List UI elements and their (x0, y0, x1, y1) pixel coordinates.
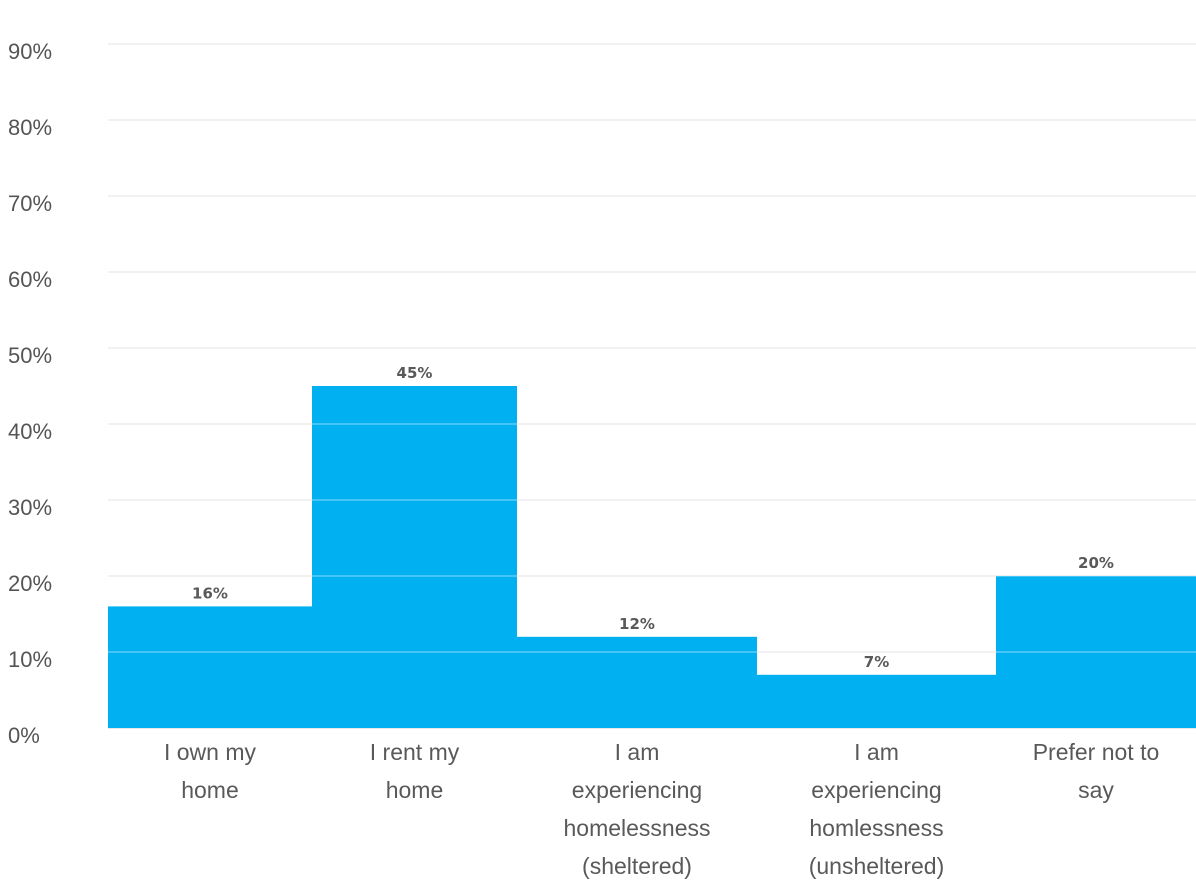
y-tick-label: 0% (8, 723, 40, 748)
bar (757, 674, 996, 728)
data-labels: 16% 45% 12% 7% 20% (192, 364, 1114, 671)
data-label: 12% (619, 615, 655, 633)
x-tick-label: I am experiencing homelessness (sheltered) (563, 739, 710, 879)
y-tick-label: 40% (8, 419, 52, 444)
bar (517, 636, 757, 728)
bars (108, 43, 1196, 728)
data-label: 20% (1078, 554, 1114, 572)
y-tick-label: 20% (8, 571, 52, 596)
x-axis: I own my home I rent my home I am experiencin… (164, 739, 1159, 879)
y-tick-label: 80% (8, 115, 52, 140)
y-axis: 0% 10% 20% 30% 40% 50% 60% 70% 80% 90% (8, 39, 52, 748)
x-tick-label: I rent my home (370, 739, 460, 803)
data-label: 7% (864, 653, 889, 671)
x-tick-label: Prefer not to say (1033, 739, 1160, 803)
y-tick-label: 60% (8, 267, 52, 292)
bar (312, 386, 517, 728)
x-tick-label: I am experiencing homlessness (unsheltered) (809, 739, 945, 879)
y-tick-label: 10% (8, 647, 52, 672)
y-tick-label: 70% (8, 191, 52, 216)
bar (108, 606, 312, 728)
y-tick-label: 50% (8, 343, 52, 368)
y-tick-label: 90% (8, 39, 52, 64)
data-label: 45% (397, 364, 433, 382)
x-tick-label: I own my home (164, 739, 257, 803)
y-tick-label: 30% (8, 495, 52, 520)
data-label: 16% (192, 584, 228, 602)
